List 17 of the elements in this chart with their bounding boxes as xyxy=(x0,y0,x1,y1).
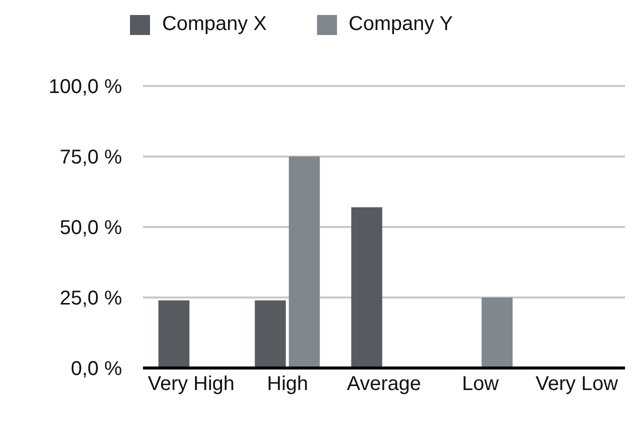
legend-label: Company X xyxy=(162,13,267,35)
bar xyxy=(254,300,286,368)
y-tick-label: 100,0 % xyxy=(48,76,122,98)
x-tick-label: Low xyxy=(462,373,500,396)
y-tick-label: 25,0 % xyxy=(60,288,122,310)
x-tick-label: High xyxy=(267,373,308,396)
x-tick-label: Very Low xyxy=(536,373,618,396)
y-tick-label: 0,0 % xyxy=(70,358,122,380)
bar xyxy=(158,300,190,368)
legend-label: Company Y xyxy=(348,13,453,35)
bar xyxy=(482,298,513,368)
y-tick-label: 75,0 % xyxy=(60,146,122,169)
bar xyxy=(288,156,320,368)
x-tick-label: Very High xyxy=(148,373,235,396)
y-tick-label: 50,0 % xyxy=(60,217,122,240)
bar xyxy=(351,207,382,368)
x-tick-label: Average xyxy=(346,373,422,396)
